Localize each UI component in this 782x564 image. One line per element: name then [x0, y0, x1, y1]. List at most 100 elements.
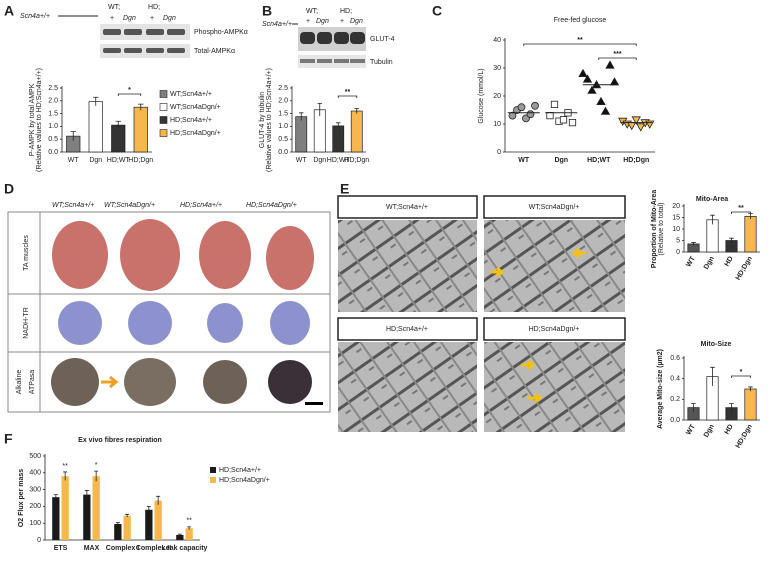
y-tick-label: 2.0	[278, 98, 288, 105]
legend-label: HD;Scn4aDgn/+	[219, 477, 270, 484]
bar	[295, 116, 308, 153]
blot-group: HD;	[340, 8, 352, 15]
label-box	[483, 317, 626, 341]
bar	[350, 110, 363, 153]
bar	[176, 534, 184, 540]
legend-label: HD;Scn4aDgn/+	[170, 130, 221, 137]
error-bar	[317, 102, 322, 117]
point	[627, 122, 637, 131]
error-bar	[729, 403, 734, 412]
x-tick-label: HD;Dgn	[735, 255, 754, 281]
label-box	[337, 317, 478, 341]
x-tick-label: WT	[68, 157, 80, 164]
y-tick-label: 0.6	[670, 355, 680, 362]
y-axis-label: Average Mito-size (µm2)	[657, 349, 664, 429]
panel-label: D	[4, 181, 14, 197]
bar	[92, 476, 100, 540]
error-bar	[115, 120, 121, 129]
error-bar	[336, 122, 341, 129]
row-label: Alkaline	[16, 370, 23, 395]
error-bar	[156, 495, 161, 505]
x-tick-label: WT	[685, 423, 697, 437]
point	[546, 112, 554, 120]
point	[605, 60, 615, 69]
bracket	[731, 375, 751, 378]
y-tick-label: 400	[29, 470, 41, 477]
blot-group: WT;	[306, 8, 318, 15]
panel-label: F	[4, 431, 13, 447]
legend-swatch	[210, 467, 216, 473]
y-axis-note: (Relative to total)	[658, 203, 665, 256]
bar	[133, 106, 148, 153]
y-tick-label: 15	[672, 214, 680, 221]
y-tick-label: 300	[29, 486, 41, 493]
x-tick-label: Complex I	[106, 545, 140, 552]
point	[631, 116, 641, 125]
y-tick-label: 0.0	[670, 417, 680, 424]
error-bar	[299, 112, 304, 121]
y-tick-label: 1.0	[278, 123, 288, 130]
scale-bar	[305, 402, 323, 405]
error-bar	[187, 526, 192, 530]
bar	[123, 515, 131, 540]
bar	[145, 509, 153, 540]
x-tick-label: HD;Dgn	[623, 157, 649, 164]
blot-b: Scn4a+/+ WT; HD; + Dgn + Dgn GLUT-4 Tubu…	[262, 8, 395, 68]
bracket	[598, 57, 637, 60]
error-bar	[691, 242, 696, 246]
x-tick-label: HD	[724, 423, 735, 435]
legend-label: WT;Scn4a+/+	[170, 91, 212, 98]
y-tick-label: 20	[672, 203, 680, 210]
legend-label: HD;Scn4a+/+	[170, 117, 212, 124]
label-box	[483, 195, 626, 219]
legend-swatch	[159, 103, 168, 111]
muscle	[52, 219, 314, 291]
annotation: *	[740, 369, 743, 376]
blot-group: HD;	[148, 4, 160, 11]
legend-swatch	[159, 129, 168, 137]
y-tick-label: 1.5	[48, 110, 58, 117]
annotation: *	[95, 462, 98, 469]
frame	[7, 211, 331, 413]
micrograph	[484, 342, 625, 432]
x-tick-label: Dgn	[554, 157, 568, 164]
x-tick-label: HD;Dgn	[128, 157, 153, 164]
blot-lane: +	[110, 15, 114, 22]
legend-label: WT;Scn4aDgn/+	[170, 104, 221, 111]
point	[550, 100, 559, 108]
panel-label: A	[4, 3, 14, 19]
bands	[300, 59, 365, 63]
bar	[61, 476, 69, 540]
point	[517, 103, 526, 112]
point	[645, 120, 655, 129]
panel-label: E	[340, 181, 349, 197]
bar	[744, 216, 757, 253]
annotation: **	[577, 37, 583, 44]
error-bar	[691, 403, 696, 412]
y-tick-label: 500	[29, 453, 41, 460]
point	[596, 96, 606, 105]
y-tick-label: 30	[493, 65, 501, 72]
x-tick-label: Dgn	[89, 157, 102, 164]
error-bar	[115, 522, 120, 526]
x-tick-label: HD;WT	[327, 157, 351, 164]
panel-e: WT;Scn4a+/+ WT;Scn4aDgn/+ HD;Scn4a+/+ HD…	[337, 195, 626, 432]
annotation: *	[128, 87, 131, 94]
annotation: ***	[613, 51, 621, 58]
row-label: ATPasa	[29, 370, 36, 394]
bracket	[117, 93, 142, 96]
panel-label: C	[432, 3, 442, 19]
y-tick-label: 2.0	[48, 98, 58, 105]
x-tick-label: HD;WT	[587, 157, 611, 164]
error-bar	[729, 237, 734, 243]
y-tick-label: 1.0	[48, 123, 58, 130]
blot-lane: Dgn	[350, 18, 363, 25]
x-tick-label: HD;WT	[107, 157, 131, 164]
atpase-stain	[51, 358, 312, 406]
error-bar	[354, 108, 359, 114]
blot-row-label: GLUT-4	[370, 36, 395, 43]
y-axis-label: O2 Flux per mass	[18, 469, 25, 527]
panel-d: WT;Scn4a+/+ WT;Scn4aDgn/+ HD;Scn4a+/+ HD…	[7, 202, 331, 413]
blot-lane: Dgn	[123, 15, 136, 22]
blot-lane: +	[340, 18, 344, 25]
